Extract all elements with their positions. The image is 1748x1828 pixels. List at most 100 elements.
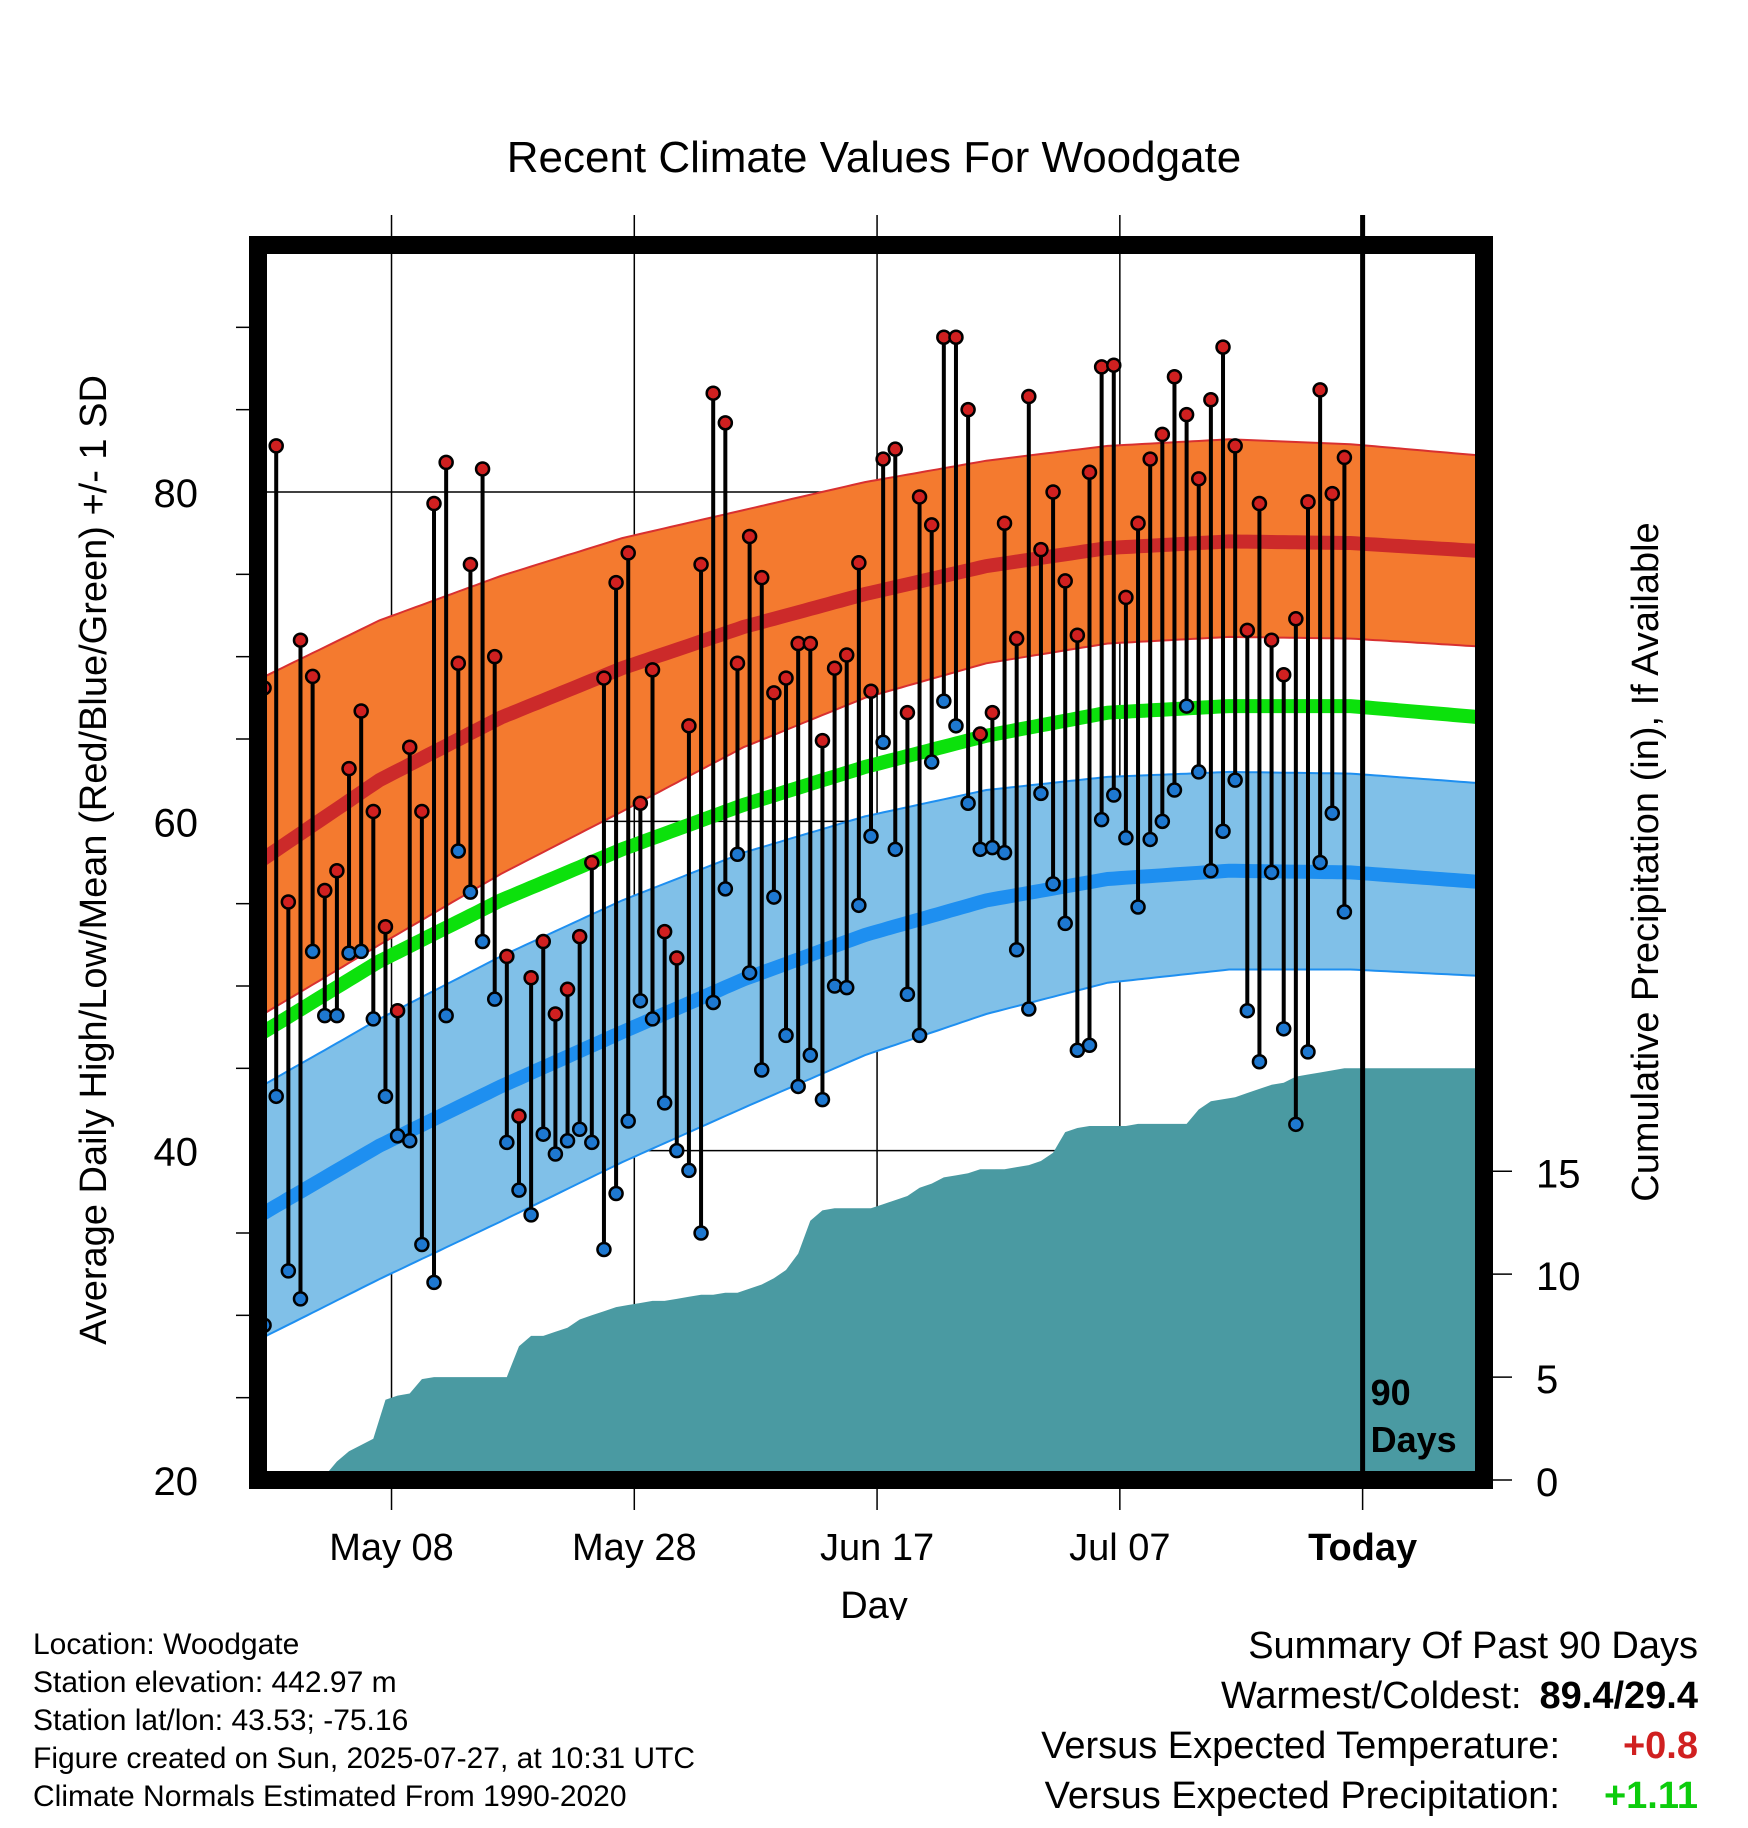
normals-text: Climate Normals Estimated From 1990-2020: [33, 1780, 627, 1813]
high-point-3: [292, 632, 309, 648]
high-point-16: [450, 655, 467, 672]
high-point-88: [1324, 485, 1341, 502]
high-point-59: [972, 726, 988, 742]
low-point-30: [620, 1113, 636, 1129]
high-point-32: [644, 662, 661, 678]
high-point-39: [729, 655, 746, 672]
low-point-9: [365, 1011, 382, 1027]
low-point-78: [1203, 862, 1219, 879]
today-days-label-word: Days: [1371, 1419, 1457, 1460]
temp-label: Versus Expected Temperature:: [1041, 1725, 1560, 1767]
high-point-45: [802, 635, 819, 652]
high-point-19: [486, 648, 503, 665]
low-point-73: [1142, 831, 1158, 848]
high-point-48: [838, 647, 855, 663]
high-point-43: [778, 670, 794, 686]
elevation-text: Station elevation: 442.97 m: [33, 1666, 397, 1699]
high-point-33: [656, 923, 673, 940]
low-point-57: [948, 718, 964, 734]
high-point-50: [863, 683, 879, 699]
high-point-49: [851, 555, 867, 571]
low-point-36: [693, 1225, 709, 1241]
low-point-41: [754, 1062, 770, 1078]
low-point-38: [717, 881, 734, 897]
y-axis-label: Average Daily High/Low/Mean (Red/Blue/Gr…: [73, 375, 115, 1345]
low-point-74: [1154, 813, 1171, 830]
high-point-24: [547, 1006, 564, 1022]
low-sd-band: [258, 770, 1484, 1342]
plot-frame: [249, 236, 1493, 1489]
y-tick-label-40: 40: [154, 1131, 199, 1175]
warm-cold-value: 89.4/29.4: [1539, 1675, 1698, 1717]
high-sd-band: [258, 438, 1484, 1019]
low-point-28: [596, 1241, 612, 1258]
summary-panel: Summary Of Past 90 Days Warmest/Coldest:…: [1041, 1621, 1698, 1821]
high-point-26: [571, 928, 588, 945]
high-point-52: [887, 441, 904, 457]
high-point-1: [268, 438, 284, 454]
low-point-21: [511, 1182, 527, 1198]
high-point-57: [948, 329, 964, 345]
low-point-3: [292, 1291, 309, 1307]
high-point-64: [1033, 541, 1049, 558]
y2-tick-label-15: 15: [1536, 1152, 1581, 1196]
low-point-15: [438, 1007, 454, 1024]
low-point-4: [304, 943, 321, 960]
high-point-37: [705, 385, 721, 401]
low-point-88: [1324, 805, 1341, 821]
low-point-50: [863, 828, 879, 844]
high-point-13: [414, 803, 430, 820]
low-point-13: [414, 1236, 430, 1253]
high-point-10: [377, 918, 394, 935]
low-point-84: [1275, 1021, 1292, 1037]
temp-row: Versus Expected Temperature: +0.8: [1041, 1721, 1698, 1771]
y2-axis-label: Cumulative Precipitation (in), If Availa…: [1625, 522, 1667, 1201]
low-point-35: [681, 1162, 697, 1179]
x-tick-label-2: Jun 17: [820, 1527, 934, 1569]
y-tick-label-60: 60: [154, 801, 199, 845]
low-point-80: [1227, 772, 1243, 788]
low-point-89: [1336, 904, 1353, 920]
low-point-10: [377, 1088, 394, 1105]
high-point-22: [523, 970, 539, 986]
low-point-76: [1178, 698, 1195, 714]
high-point-75: [1166, 368, 1183, 385]
high-point-7: [341, 760, 357, 777]
high-point-79: [1215, 339, 1231, 355]
low-point-34: [669, 1142, 685, 1159]
high-point-2: [280, 894, 297, 910]
high-point-51: [875, 451, 891, 467]
low-point-32: [644, 1011, 661, 1027]
high-point-68: [1081, 464, 1098, 480]
y-tick-label-20: 20: [154, 1460, 199, 1504]
high-point-8: [353, 703, 369, 719]
high-point-42: [766, 685, 782, 701]
low-point-27: [584, 1134, 600, 1151]
low-point-47: [826, 978, 843, 994]
high-point-78: [1203, 392, 1219, 408]
high-point-4: [304, 668, 321, 685]
low-point-1: [268, 1088, 284, 1105]
high-point-70: [1106, 357, 1122, 373]
low-point-66: [1057, 915, 1073, 932]
precip-label: Versus Expected Precipitation:: [1044, 1775, 1560, 1817]
low-point-37: [705, 994, 721, 1011]
warm-cold-label: Warmest/Coldest:: [1220, 1675, 1522, 1717]
low-point-44: [790, 1078, 806, 1095]
precip-row: Versus Expected Precipitation: +1.11: [1041, 1771, 1698, 1821]
low-point-46: [814, 1091, 831, 1108]
low-point-75: [1166, 782, 1183, 798]
high-point-31: [632, 795, 649, 811]
high-point-58: [960, 401, 976, 418]
high-point-27: [584, 854, 600, 871]
low-point-83: [1263, 864, 1280, 881]
high-point-47: [826, 660, 843, 676]
low-point-2: [280, 1263, 297, 1279]
station-info: Location: Woodgate Station elevation: 44…: [33, 1626, 695, 1816]
low-point-65: [1045, 876, 1061, 892]
plot-area: 90 Days 20 40 60 80 0 5 10 15 May 08 May 28 Jun 17 Ju…: [154, 215, 1581, 1569]
low-point-33: [656, 1095, 673, 1111]
low-point-40: [741, 965, 758, 981]
high-point-69: [1093, 359, 1110, 375]
low-point-61: [996, 844, 1013, 861]
